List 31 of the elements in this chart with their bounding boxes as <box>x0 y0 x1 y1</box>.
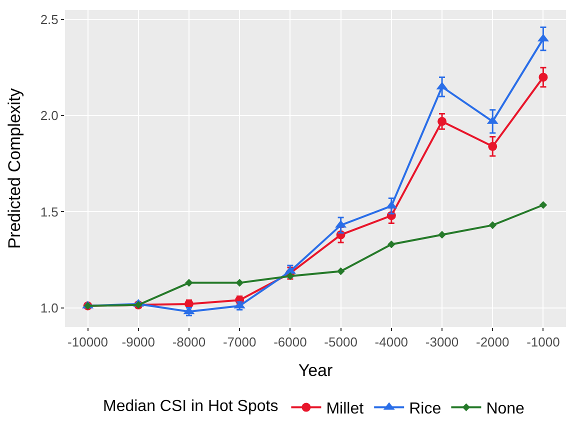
x-tick-label: -3000 <box>425 334 459 350</box>
point <box>286 272 294 280</box>
point <box>438 116 447 126</box>
y-tick-label: 1.0 <box>40 300 58 316</box>
point <box>388 240 396 248</box>
point <box>488 221 497 230</box>
x-tick-label: -10000 <box>68 334 108 350</box>
point <box>538 72 548 82</box>
y-tick-label: 2.0 <box>40 108 58 124</box>
point <box>488 142 498 151</box>
y-axis-title: Predicted Complexity <box>4 88 24 249</box>
point <box>438 230 446 239</box>
x-axis-title: Year <box>298 361 334 380</box>
x-tick-label: -6000 <box>274 334 307 350</box>
point <box>185 278 193 287</box>
y-tick-label: 2.5 <box>40 12 58 28</box>
legend-label: Millet <box>326 400 364 418</box>
point <box>336 267 345 276</box>
x-tick-label: -9000 <box>122 334 156 350</box>
legend-label: Rice <box>409 400 442 418</box>
x-tick-label: -4000 <box>374 334 408 350</box>
x-tick-label: -5000 <box>324 334 358 350</box>
x-tick-label: -2000 <box>476 334 510 350</box>
x-tick-label: -1000 <box>526 334 560 350</box>
y-tick-label: 1.5 <box>40 204 58 220</box>
x-tick-label: -8000 <box>172 334 206 350</box>
legend-label: None <box>486 400 525 418</box>
legend-title: Median CSI in Hot Spots <box>103 398 278 416</box>
point <box>539 201 548 209</box>
x-tick-label: -7000 <box>222 334 256 350</box>
point <box>236 278 244 287</box>
